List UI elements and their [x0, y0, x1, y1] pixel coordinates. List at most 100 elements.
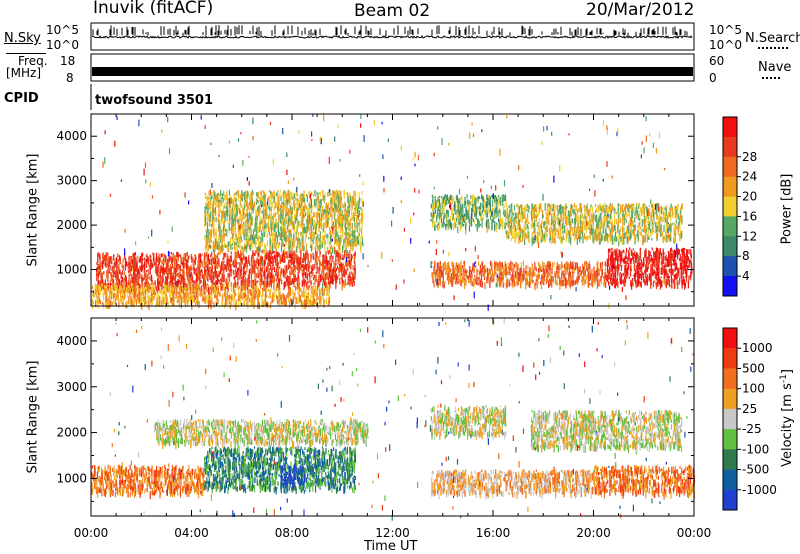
freq-nave-band: [92, 67, 693, 76]
echo-cell: [176, 300, 178, 303]
echo-cell: [341, 274, 343, 279]
echo-cell: [103, 271, 105, 275]
echo-cell: [137, 255, 139, 258]
echo-cell: [220, 237, 222, 243]
echo-cell: [225, 265, 228, 273]
echo-cell: [352, 279, 354, 283]
echo-cell: [213, 224, 215, 229]
echo-cell: [199, 256, 202, 263]
echo-cell: [130, 278, 132, 283]
echo-cell: [147, 276, 149, 280]
echo-cell: [257, 280, 259, 283]
echo-cell: [359, 238, 361, 247]
echo-cell: [179, 276, 182, 279]
echo-cell: [313, 282, 315, 286]
freq-strip: [90, 53, 695, 82]
echo-cell: [445, 194, 447, 197]
echo-cell: [194, 257, 196, 265]
echo-cell: [232, 220, 234, 224]
echo-cell: [129, 270, 131, 277]
echo-cell: [187, 257, 189, 263]
echo-cell: [262, 288, 264, 292]
echo-cell: [437, 224, 439, 231]
echo-cell: [276, 211, 278, 215]
echo-cell: [494, 214, 496, 219]
echo-cell: [230, 282, 232, 287]
echo-cell: [204, 255, 206, 264]
echo-cell: [123, 283, 125, 290]
echo-cell: [156, 294, 158, 298]
nsky-tick-top: 10^5: [46, 23, 79, 37]
echo-cell: [315, 224, 317, 229]
echo-cell: [269, 275, 271, 279]
echo-cell: [163, 257, 165, 262]
echo-cell: [271, 238, 273, 243]
echo-cell: [451, 223, 453, 228]
echo-cell: [296, 258, 298, 263]
echo-cell: [211, 195, 213, 200]
echo-cell: [460, 195, 463, 200]
echo-cell: [159, 265, 161, 271]
echo-cell: [154, 295, 156, 299]
echo-cell: [188, 278, 190, 282]
echo-cell: [243, 209, 245, 212]
echo-cell: [207, 301, 210, 309]
echo-cell: [288, 245, 290, 254]
echo-cell: [499, 196, 501, 201]
echo-cell: [113, 283, 115, 287]
echo-cell: [300, 216, 303, 220]
echo-cell: [174, 261, 176, 267]
echo-cell: [236, 191, 238, 194]
echo-cell: [315, 241, 317, 250]
echo-cell: [275, 244, 277, 250]
echo-cell: [207, 264, 209, 269]
echo-cell: [327, 192, 329, 197]
echo-cell: [118, 263, 120, 269]
echo-cell: [102, 279, 104, 286]
echo-cell: [243, 234, 245, 241]
echo-cell: [217, 289, 219, 293]
echo-cell: [311, 218, 313, 222]
echo-cell: [179, 268, 181, 276]
echo-cell: [240, 267, 242, 275]
echo-cell: [501, 194, 503, 203]
echo-cell: [98, 252, 100, 257]
echo-cell: [244, 256, 246, 260]
echo-cell: [210, 286, 212, 292]
echo-cell: [281, 214, 283, 219]
echo-cell: [472, 218, 474, 223]
echo-cell: [226, 190, 228, 198]
echo-cell: [117, 288, 119, 291]
echo-cell: [244, 213, 247, 219]
echo-cell: [97, 263, 99, 270]
echo-cell: [180, 268, 182, 271]
echo-cell: [268, 268, 270, 276]
echo-cell: [175, 281, 177, 289]
echo-cell: [217, 242, 219, 250]
echo-cell: [210, 269, 212, 275]
echo-cell: [316, 211, 318, 218]
echo-cell: [150, 260, 152, 267]
echo-cell: [293, 240, 295, 248]
echo-cell: [112, 272, 114, 277]
echo-cell: [325, 282, 328, 287]
echo-cell: [225, 298, 227, 305]
echo-cell: [205, 219, 207, 226]
echo-cell: [208, 232, 210, 237]
echo-cell: [257, 208, 259, 212]
echo-cell: [278, 252, 280, 258]
echo-cell: [247, 256, 250, 264]
echo-cell: [121, 262, 123, 268]
echo-cell: [224, 202, 226, 205]
echo-cell: [224, 206, 226, 209]
echo-cell: [110, 290, 112, 294]
echo-cell: [315, 198, 317, 206]
echo-cell: [482, 216, 484, 221]
echo-cell: [132, 277, 134, 285]
echo-cell: [243, 214, 245, 220]
echo-cell: [161, 268, 163, 274]
echo-cell: [240, 214, 242, 221]
echo-cell: [278, 273, 280, 279]
echo-cell: [206, 266, 209, 271]
echo-cell: [230, 256, 232, 263]
